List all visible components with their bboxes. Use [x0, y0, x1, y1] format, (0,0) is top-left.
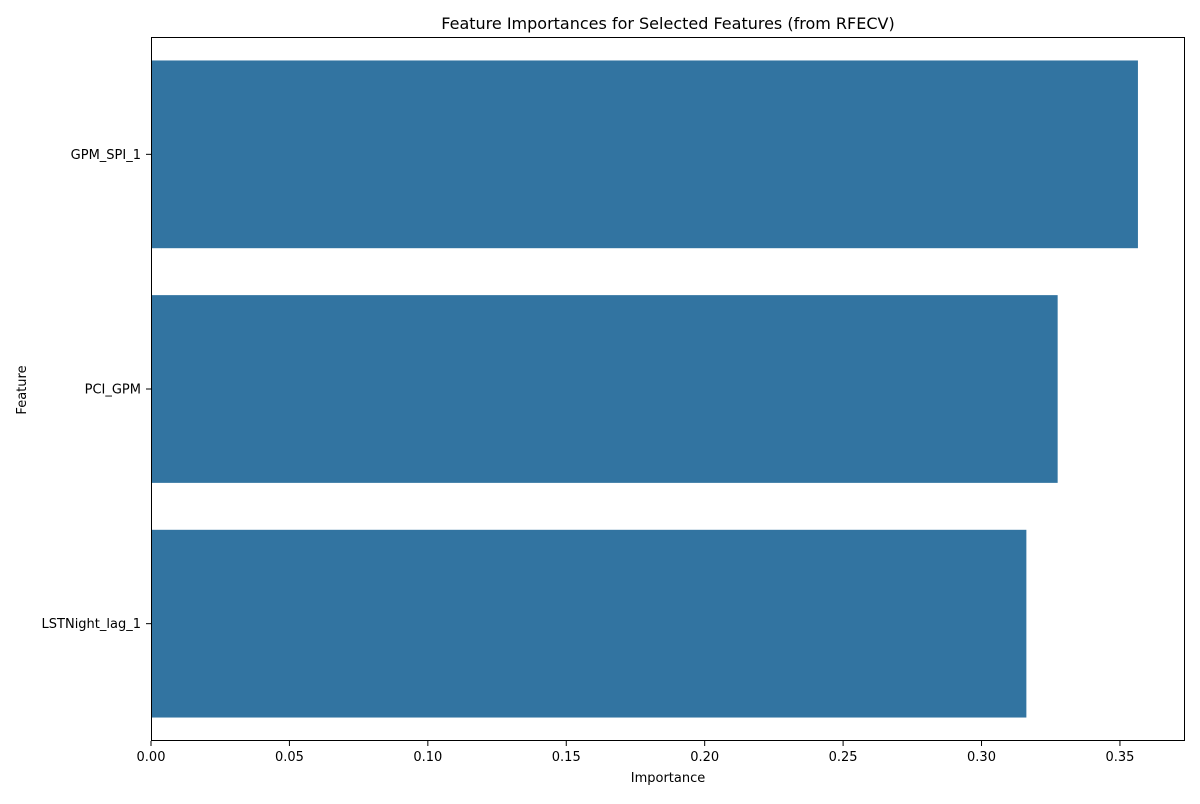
x-tick-label: 0.20: [690, 750, 719, 765]
x-tick-label: 0.35: [1105, 750, 1134, 765]
x-axis-label: Importance: [631, 771, 706, 786]
bars-layer: [151, 60, 1138, 718]
x-tick-label: 0.15: [552, 750, 581, 765]
axes-layer: GPM_SPI_1 PCI_GPM LSTNight_lag_1 0.00 0.05 0.…: [42, 37, 1185, 765]
plot-frame: [151, 37, 1185, 741]
x-tick-label: 0.05: [275, 750, 304, 765]
y-tick-label: LSTNight_lag_1: [42, 617, 141, 632]
y-axis-label: Feature: [15, 365, 30, 414]
chart-title: Feature Importances for Selected Feature…: [441, 14, 894, 33]
bar-pci-gpm: [151, 295, 1058, 483]
x-tick-label: 0.25: [829, 750, 858, 765]
bar-lstnight-lag-1: [151, 529, 1027, 718]
y-tick-label: GPM_SPI_1: [71, 148, 141, 163]
x-tick-label: 0.10: [413, 750, 442, 765]
bar-gpm-spi-1: [151, 60, 1138, 249]
x-tick-label: 0.00: [137, 750, 166, 765]
y-tick-label: PCI_GPM: [85, 383, 141, 398]
x-tick-label: 0.30: [967, 750, 996, 765]
